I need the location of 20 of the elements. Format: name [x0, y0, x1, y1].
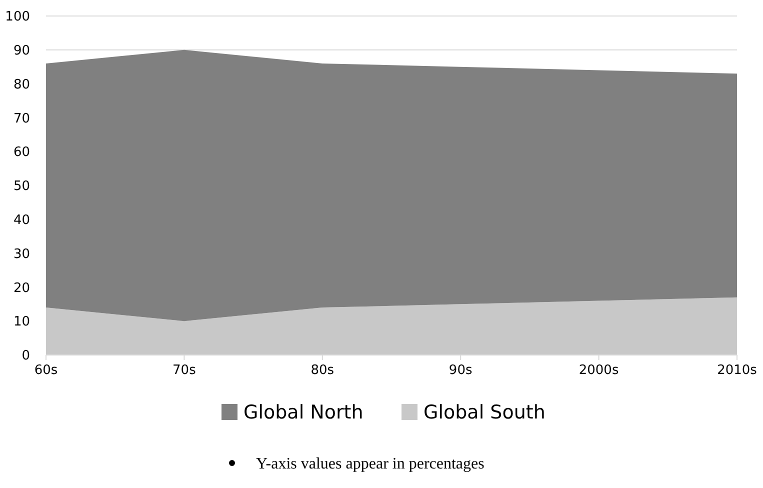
- y-tick-label: 80: [13, 77, 30, 92]
- legend-label: Global North: [244, 402, 364, 424]
- x-tick-label: 60s: [34, 363, 58, 378]
- y-tick-label: 50: [13, 179, 30, 194]
- legend-label: Global South: [424, 402, 546, 424]
- y-tick-label: 10: [13, 314, 30, 330]
- x-tick-label: 2010s: [717, 363, 758, 378]
- y-tick-label: 20: [13, 280, 30, 296]
- y-tick-label: 100: [5, 10, 30, 25]
- x-tick-label: 90s: [448, 363, 472, 378]
- x-tick-label: 2000s: [578, 363, 619, 378]
- y-tick-label: 90: [13, 43, 30, 58]
- x-tick-label: 80s: [310, 363, 334, 378]
- y-tick-label: 40: [13, 212, 30, 228]
- y-tick-label: 60: [13, 145, 30, 160]
- y-tick-label: 0: [22, 348, 30, 364]
- y-tick-label: 70: [13, 111, 30, 126]
- x-tick-label: 70s: [172, 363, 196, 378]
- y-tick-label: 30: [13, 246, 30, 262]
- text: Y-axis values appear in percentages: [256, 456, 484, 473]
